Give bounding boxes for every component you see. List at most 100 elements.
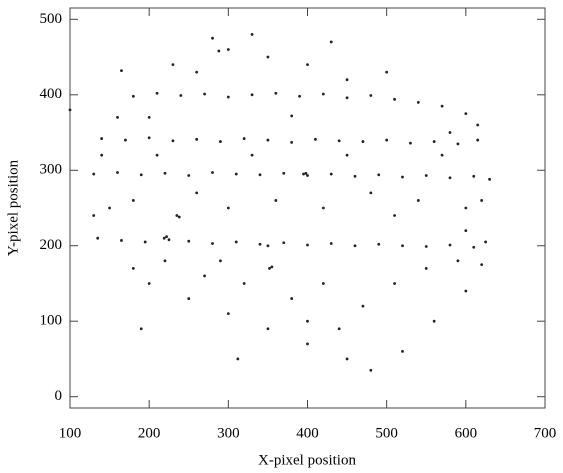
point xyxy=(219,140,222,143)
point xyxy=(282,241,286,245)
point xyxy=(290,140,294,144)
point xyxy=(393,214,396,217)
point xyxy=(369,368,373,372)
point xyxy=(432,140,436,143)
point xyxy=(195,70,199,74)
point xyxy=(361,140,365,143)
x-tick-label: 300 xyxy=(217,425,240,441)
point xyxy=(139,173,143,177)
point xyxy=(120,69,123,73)
point xyxy=(163,171,167,175)
point xyxy=(353,174,357,178)
point xyxy=(282,171,286,175)
point xyxy=(203,92,206,96)
point xyxy=(290,297,294,300)
point xyxy=(298,94,301,98)
point xyxy=(250,33,254,36)
point xyxy=(203,274,206,278)
point xyxy=(236,357,240,361)
point xyxy=(195,191,199,195)
point xyxy=(195,137,199,141)
point xyxy=(329,172,333,176)
point xyxy=(345,153,349,157)
point xyxy=(92,172,96,176)
point xyxy=(167,238,171,242)
point xyxy=(268,266,271,270)
point xyxy=(211,36,214,40)
point xyxy=(464,289,468,293)
point xyxy=(353,244,357,248)
point xyxy=(345,96,349,100)
point xyxy=(165,235,168,239)
point xyxy=(250,153,254,157)
point xyxy=(488,177,491,181)
x-tick-label: 700 xyxy=(534,425,557,441)
point xyxy=(116,171,119,174)
point xyxy=(266,55,270,59)
point xyxy=(155,91,159,95)
x-tick-label: 400 xyxy=(296,425,319,441)
point xyxy=(250,93,254,97)
point xyxy=(116,116,119,119)
point xyxy=(377,173,381,177)
point xyxy=(448,176,452,180)
point xyxy=(306,319,309,323)
point xyxy=(304,171,308,175)
point xyxy=(337,327,341,331)
point xyxy=(409,141,412,145)
x-tick-label: 500 xyxy=(375,425,398,441)
y-tick-label: 300 xyxy=(40,162,63,178)
point xyxy=(302,172,305,176)
point xyxy=(171,139,175,143)
point xyxy=(464,229,468,233)
point xyxy=(219,259,222,263)
plot-frame xyxy=(69,7,546,409)
point xyxy=(266,244,270,248)
y-tick-label: 200 xyxy=(40,237,63,253)
point xyxy=(217,49,221,53)
point xyxy=(424,245,428,248)
point xyxy=(187,239,191,243)
point xyxy=(68,108,72,112)
point xyxy=(187,297,191,300)
point xyxy=(187,174,191,177)
point xyxy=(147,116,151,119)
point xyxy=(290,114,294,118)
point xyxy=(100,153,104,157)
point xyxy=(306,174,309,177)
point xyxy=(266,138,270,142)
point xyxy=(124,138,127,142)
point xyxy=(401,175,404,179)
point xyxy=(270,265,274,269)
point xyxy=(139,327,143,331)
point xyxy=(440,153,444,157)
point xyxy=(401,349,404,353)
point xyxy=(448,243,452,247)
point xyxy=(147,136,151,140)
point xyxy=(120,239,123,242)
point xyxy=(472,245,476,249)
point xyxy=(211,171,214,174)
point xyxy=(321,92,325,96)
point xyxy=(314,137,317,141)
point xyxy=(345,78,349,82)
point xyxy=(377,242,381,246)
point xyxy=(472,174,476,178)
point xyxy=(329,40,333,44)
point xyxy=(337,139,341,143)
point xyxy=(432,319,436,323)
point xyxy=(177,215,181,219)
point xyxy=(234,172,238,176)
point xyxy=(242,282,246,285)
point xyxy=(416,100,420,104)
point xyxy=(258,242,262,246)
point xyxy=(480,199,484,202)
point xyxy=(234,240,238,244)
point xyxy=(369,191,373,195)
x-tick-label: 600 xyxy=(455,425,478,441)
point xyxy=(211,242,214,245)
point xyxy=(321,206,325,210)
point xyxy=(162,236,166,240)
point xyxy=(329,242,333,245)
